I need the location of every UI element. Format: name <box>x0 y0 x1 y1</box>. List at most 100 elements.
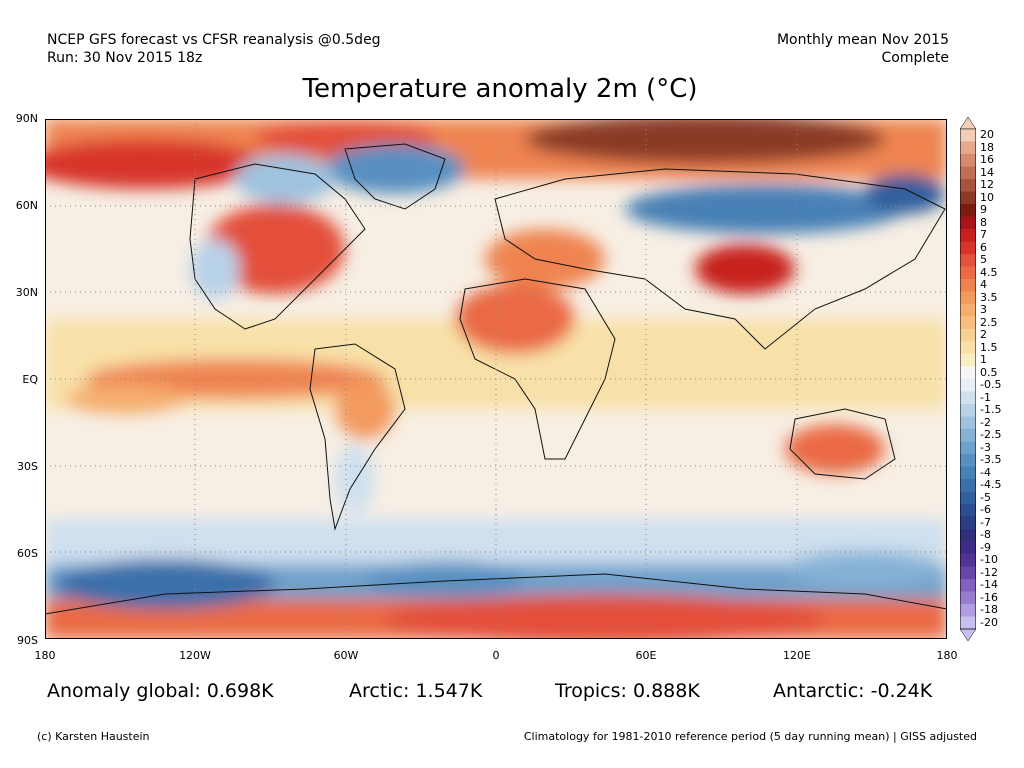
colorbar-tick-label: -3.5 <box>980 453 1002 467</box>
lat-label-30s: 30S <box>17 460 38 473</box>
colorbar-swatch <box>960 466 976 480</box>
lat-label-90s: 90S <box>17 634 38 647</box>
colorbar <box>960 117 976 641</box>
colorbar-tick-label: -1.5 <box>980 403 1002 417</box>
colorbar-swatch <box>960 379 976 392</box>
colorbar-swatch <box>960 579 976 592</box>
colorbar-tick-label: 7 <box>980 228 987 242</box>
colorbar-tick-label: -2.5 <box>980 428 1002 442</box>
lat-label-eq: EQ <box>22 373 38 386</box>
colorbar-frame <box>960 128 976 630</box>
lat-label-90n: 90N <box>15 112 38 125</box>
africa-outline <box>459 278 616 460</box>
lat-label-30n: 30N <box>15 286 38 299</box>
colorbar-swatch <box>960 154 976 167</box>
colorbar-swatch <box>960 291 976 305</box>
colorbar-swatch <box>960 404 976 417</box>
stat-tropics: Tropics: 0.888K <box>555 680 700 702</box>
colorbar-tick-label: -5 <box>980 490 991 504</box>
header-status: Complete <box>881 50 949 66</box>
temperature-anomaly-map <box>45 119 947 639</box>
colorbar-tick-label: -20 <box>980 615 998 629</box>
colorbar-tick-label: 2 <box>980 328 987 342</box>
lon-label-60w: 60W <box>333 649 359 662</box>
colorbar-swatch <box>960 604 976 617</box>
colorbar-swatch <box>960 591 976 605</box>
colorbar-swatch <box>960 504 976 517</box>
colorbar-tick-label: 18 <box>980 140 994 154</box>
header-run-time: Run: 30 Nov 2015 18z <box>47 50 203 66</box>
colorbar-tick-label: -8 <box>980 528 991 542</box>
lon-label-180e: 180 <box>936 649 958 662</box>
colorbar-swatch <box>960 416 976 430</box>
colorbar-swatch <box>960 229 976 242</box>
colorbar-swatch <box>960 279 976 292</box>
colorbar-tick-label: -16 <box>980 590 998 604</box>
colorbar-swatch <box>960 129 976 142</box>
colorbar-tick-label: 20 <box>980 128 994 142</box>
colorbar-tick-label: -10 <box>980 553 998 567</box>
colorbar-swatch <box>960 316 976 330</box>
colorbar-swatch <box>960 391 976 405</box>
footer-climatology: Climatology for 1981-2010 reference peri… <box>523 730 977 743</box>
colorbar-tick-label: -3 <box>980 440 991 454</box>
colorbar-tick-label: 3 <box>980 303 987 317</box>
colorbar-swatch <box>960 179 976 192</box>
colorbar-swatch <box>960 204 976 217</box>
colorbar-swatch <box>960 216 976 230</box>
colorbar-tick-label: 5 <box>980 253 987 267</box>
lat-label-60s: 60S <box>17 547 38 560</box>
colorbar-tick-label: 0.5 <box>980 365 998 379</box>
lat-label-60n: 60N <box>15 199 38 212</box>
lon-label-120e: 120E <box>783 649 811 662</box>
greenland-outline <box>344 143 446 210</box>
colorbar-swatch <box>960 554 976 567</box>
colorbar-swatch <box>960 241 976 255</box>
colorbar-swatch <box>960 616 976 630</box>
stat-arctic: Arctic: 1.547K <box>349 680 483 702</box>
colorbar-tick-label: -1 <box>980 390 991 404</box>
colorbar-tick-label: 14 <box>980 165 994 179</box>
colorbar-tick-label: -14 <box>980 578 998 592</box>
colorbar-tick-label: 16 <box>980 153 994 167</box>
colorbar-tick-label: -0.5 <box>980 378 1002 392</box>
colorbar-tick-label: -9 <box>980 540 991 554</box>
colorbar-tick-label: -6 <box>980 503 991 517</box>
colorbar-swatch <box>960 454 976 467</box>
australia-outline <box>789 408 896 480</box>
map-title: Temperature anomaly 2m (°C) <box>302 74 698 104</box>
eurasia-outline <box>494 168 946 350</box>
colorbar-top-arrow <box>960 117 976 130</box>
colorbar-tick-label: 4.5 <box>980 265 998 279</box>
header-model-run: NCEP GFS forecast vs CFSR reanalysis @0.… <box>47 32 381 48</box>
colorbar-tick-label: 10 <box>980 190 994 204</box>
colorbar-swatch <box>960 266 976 280</box>
colorbar-swatch <box>960 429 976 442</box>
colorbar-swatch <box>960 541 976 555</box>
colorbar-tick-label: 6 <box>980 240 987 254</box>
map-frame <box>45 119 947 639</box>
header-period: Monthly mean Nov 2015 <box>776 32 949 48</box>
colorbar-swatch <box>960 566 976 580</box>
colorbar-swatch <box>960 441 976 455</box>
footer-credit: (c) Karsten Haustein <box>37 730 150 743</box>
colorbar-swatch <box>960 491 976 505</box>
colorbar-swatch <box>960 354 976 367</box>
colorbar-tick-label: -4 <box>980 465 991 479</box>
colorbar-tick-label: -2 <box>980 415 991 429</box>
colorbar-swatch <box>960 529 976 542</box>
lon-label-0: 0 <box>492 649 500 662</box>
antarctica-outline <box>45 573 947 615</box>
colorbar-swatch <box>960 341 976 355</box>
colorbar-tick-label: -7 <box>980 515 991 529</box>
colorbar-tick-label: 1 <box>980 353 987 367</box>
colorbar-tick-label: 3.5 <box>980 290 998 304</box>
colorbar-tick-label: -12 <box>980 565 998 579</box>
colorbar-swatch <box>960 166 976 180</box>
colorbar-swatch <box>960 304 976 317</box>
stat-antarctic: Antarctic: -0.24K <box>773 680 933 702</box>
colorbar-tick-label: -4.5 <box>980 478 1002 492</box>
stat-global: Anomaly global: 0.698K <box>47 680 274 702</box>
lon-label-180w: 180 <box>34 649 56 662</box>
colorbar-bottom-arrow <box>960 628 976 641</box>
